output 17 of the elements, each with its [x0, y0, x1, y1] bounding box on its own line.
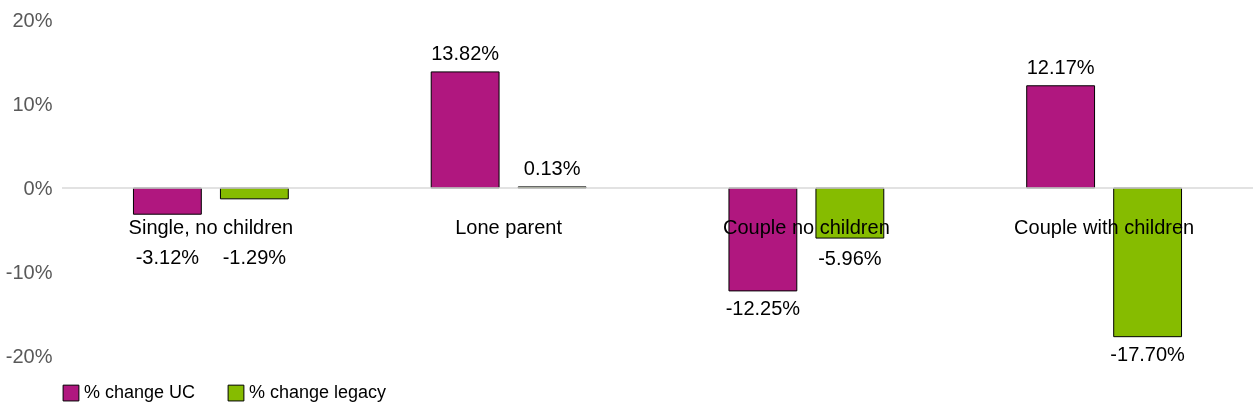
data-label: 12.17%: [1026, 55, 1095, 78]
legend-label: % change legacy: [249, 382, 387, 403]
y-tick-label: 0%: [23, 176, 53, 199]
data-label: -3.12%: [135, 246, 200, 269]
data-label: -17.70%: [1110, 342, 1186, 365]
data-label: -12.25%: [725, 296, 801, 319]
x-tick-label: Single, no children: [128, 216, 294, 238]
x-tick-label: Lone parent: [455, 216, 563, 238]
legend-label: % change UC: [84, 382, 196, 403]
y-tick-label: 10%: [12, 92, 53, 115]
y-tick-label: -20%: [5, 344, 53, 367]
y-tick-label: 20%: [12, 8, 53, 31]
data-label: -1.29%: [222, 246, 287, 269]
data-label: 13.82%: [431, 41, 500, 64]
data-label: -5.96%: [818, 246, 882, 269]
y-tick-label: -10%: [5, 260, 53, 283]
data-label: 0.13%: [523, 156, 581, 179]
